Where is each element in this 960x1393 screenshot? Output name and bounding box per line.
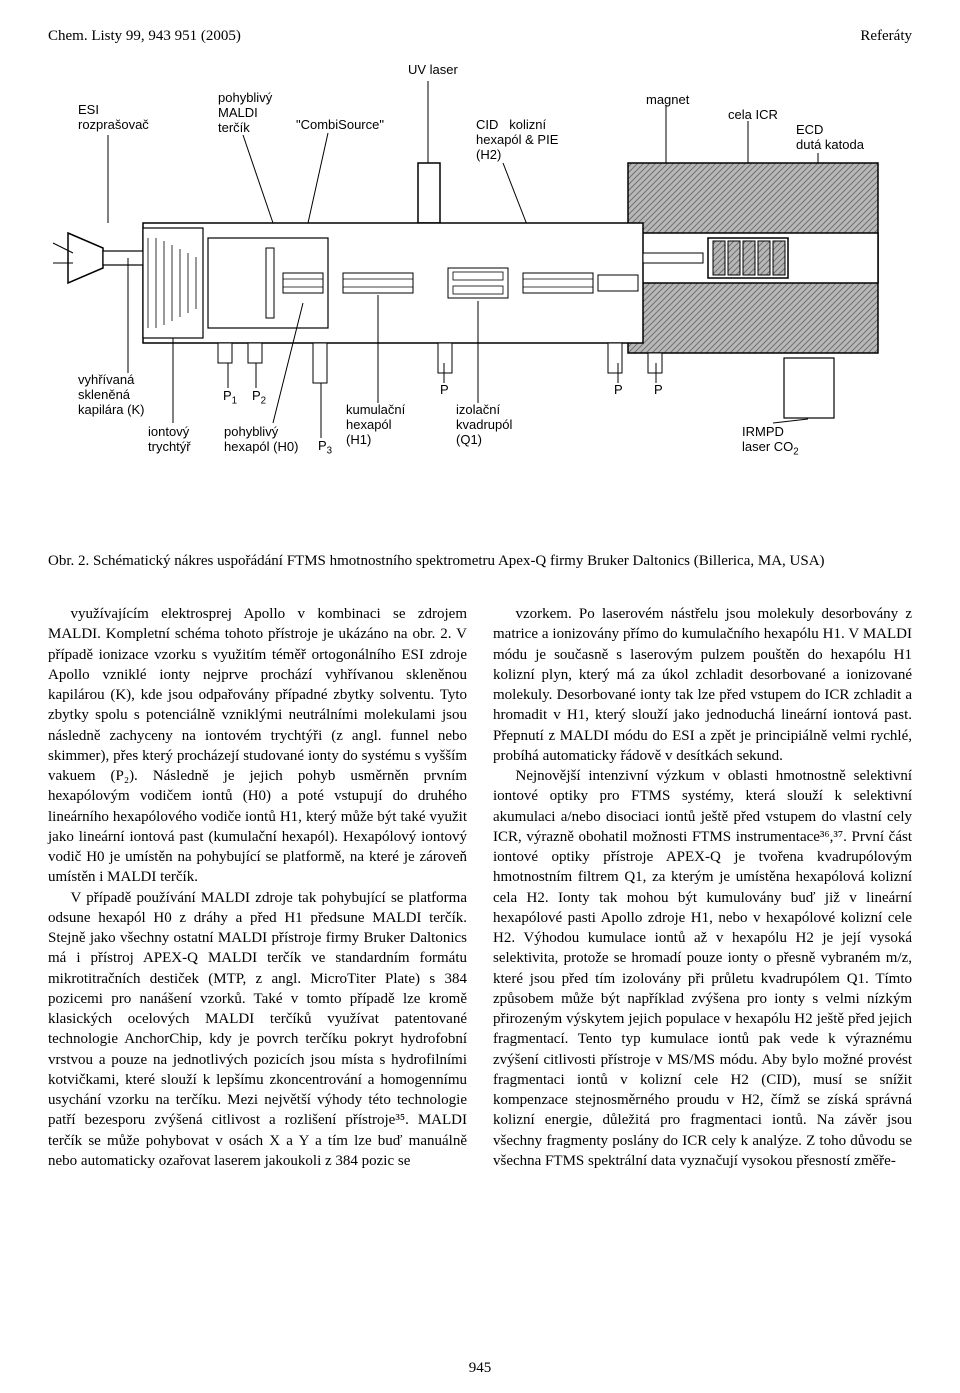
body-p3: vzorkem. Po laserovém nástřelu jsou mole… [493,604,912,766]
label-esi: ESI rozprašovač [78,103,149,133]
label-p-b: P [614,383,623,398]
label-maldi: pohyblivý MALDI terčík [218,91,272,136]
header-right: Referáty [860,28,912,45]
header-left: Chem. Listy 99, 943 951 (2005) [48,28,241,45]
label-p-a: P [440,383,449,398]
body-p4: Nejnovější intenzivní výzkum v oblasti h… [493,766,912,1171]
body-p2: V případě používání MALDI zdroje tak poh… [48,888,467,1172]
label-p3: P3 [318,439,332,457]
label-magnet: magnet [646,93,689,108]
figure-schematic: UV laser ESI rozprašovač pohyblivý MALDI… [48,63,912,533]
figure-caption: Obr. 2. Schématický nákres uspořádání FT… [48,553,912,570]
label-uv-laser: UV laser [408,63,458,78]
label-cid: CID kolizní hexapól & PIE (H2) [476,118,558,163]
label-h0: pohyblivý hexapól (H0) [224,425,298,455]
label-ecd: ECD dutá katoda [796,123,864,153]
label-icr: cela ICR [728,108,778,123]
page-header: Chem. Listy 99, 943 951 (2005) Referáty [48,28,912,45]
body-text: využívajícím elektrosprej Apollo v kombi… [48,604,912,1171]
label-p-c: P [654,383,663,398]
label-kapilara: vyhřívaná skleněná kapilára (K) [78,373,144,418]
label-kumul: kumulační hexapól (H1) [346,403,405,448]
label-combi: "CombiSource" [296,118,384,133]
label-p2: P2 [252,389,266,407]
page-number: 945 [0,1360,960,1377]
label-p1: P1 [223,389,237,407]
label-irmpd: IRMPD laser CO2 [742,425,799,458]
label-izol: izolační kvadrupól (Q1) [456,403,512,448]
body-p1: využívajícím elektrosprej Apollo v kombi… [48,604,467,888]
label-trychtyr: iontový trychtýř [148,425,191,455]
